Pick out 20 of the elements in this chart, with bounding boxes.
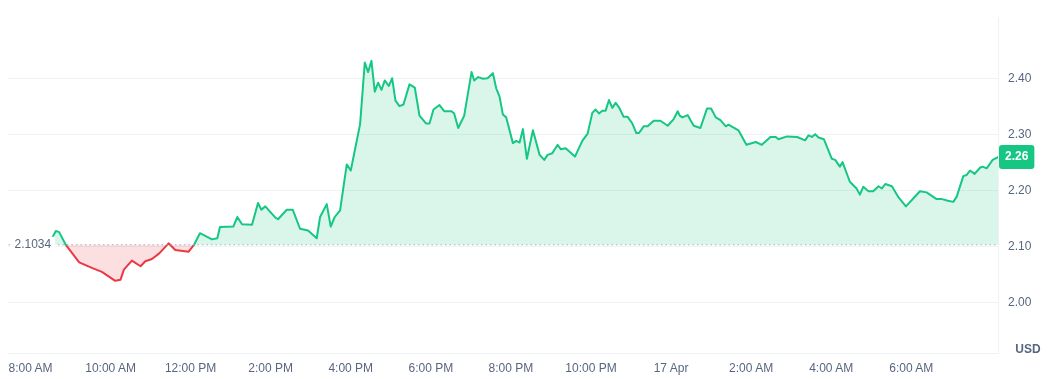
x-tick-label: 2:00 AM <box>729 360 774 375</box>
x-tick-label: 8:00 AM <box>8 360 53 375</box>
x-tick-label: 8:00 PM <box>488 360 534 375</box>
x-tick-label: 10:00 AM <box>85 360 136 375</box>
x-tick-label: 4:00 AM <box>809 360 854 375</box>
ref-line-label: 2.1034 <box>14 237 52 252</box>
x-tick-label: 10:00 PM <box>565 360 617 375</box>
x-tick-label: 17 Apr <box>653 360 689 375</box>
annotation: 2.26 <box>1005 149 1029 164</box>
x-tick-label: 2:00 PM <box>248 360 294 375</box>
y-tick-label: 2.30 <box>1008 127 1032 142</box>
x-tick-label: 4:00 PM <box>328 360 374 375</box>
y-axis-title: USD <box>1015 342 1041 357</box>
x-tick-label: 6:00 PM <box>408 360 454 375</box>
x-tick-label: 12:00 PM <box>164 360 217 375</box>
y-tick-label: 2.20 <box>1008 183 1032 198</box>
x-tick-label: 6:00 AM <box>889 360 934 375</box>
y-tick-label: 2.00 <box>1008 294 1032 309</box>
y-tick-label: 2.10 <box>1008 238 1032 253</box>
y-tick-label: 2.40 <box>1008 71 1032 86</box>
